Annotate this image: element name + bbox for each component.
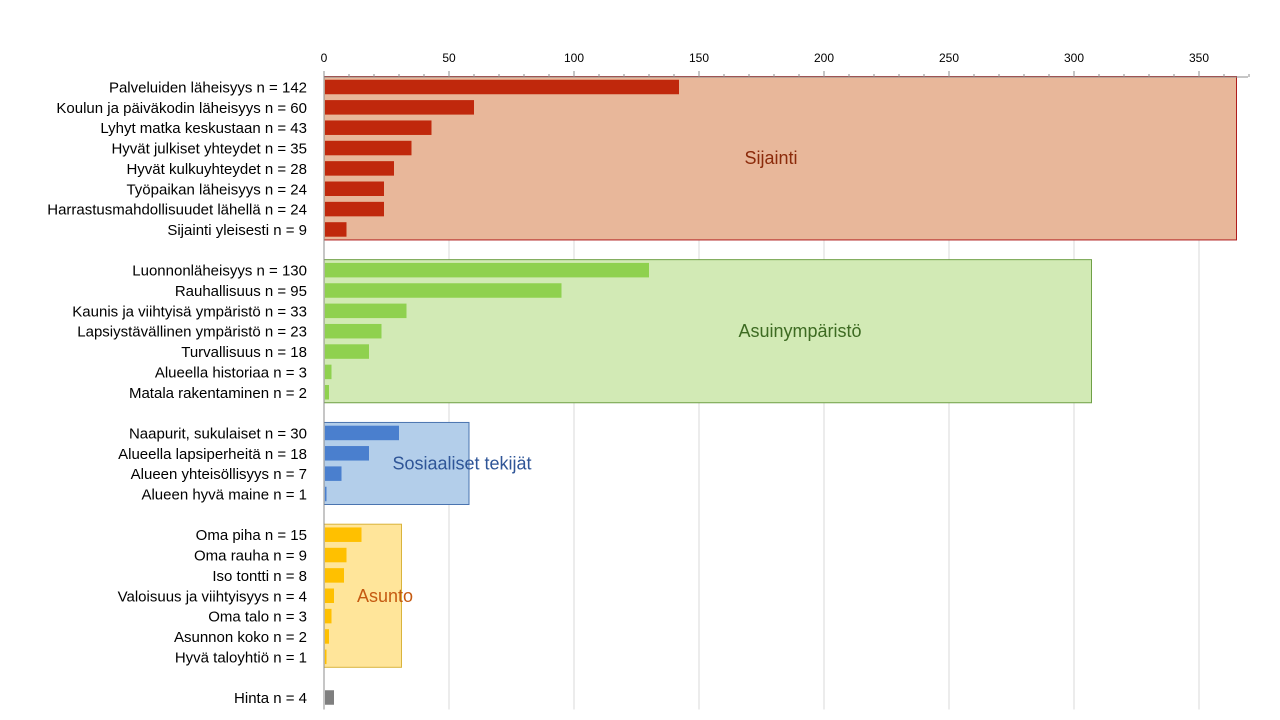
- tick-label-300: 300: [1064, 51, 1084, 65]
- category-label-3-6: Hyvä taloyhtiö n = 1: [175, 649, 307, 666]
- x-axis: 0 50 100 150 200 250 300 350: [321, 51, 1250, 710]
- bar-3-6: [325, 649, 327, 665]
- bar-1-3: [325, 323, 382, 339]
- bar-0-4: [325, 161, 394, 176]
- bar-4-0: [325, 690, 334, 705]
- bar-1-2: [325, 303, 407, 319]
- bar-0-0: [325, 79, 679, 95]
- tick-label-250: 250: [939, 51, 959, 65]
- bar-0-2: [325, 120, 432, 135]
- category-label-2-3: Alueen hyvä maine n = 1: [141, 487, 307, 504]
- bar-0-6: [325, 201, 384, 217]
- category-label-4-0: Hinta n = 4: [234, 690, 307, 707]
- category-label-0-4: Hyvät kulkuyhteydet n = 28: [126, 161, 307, 178]
- bar-3-0: [325, 527, 362, 542]
- category-label-0-6: Harrastusmahdollisuudet lähellä n = 24: [47, 202, 307, 219]
- tick-label-100: 100: [564, 51, 584, 65]
- category-label-0-2: Lyhyt matka keskustaan n = 43: [100, 120, 307, 137]
- bar-1-4: [325, 344, 369, 359]
- bar-2-0: [325, 425, 399, 441]
- bar-1-6: [325, 385, 329, 400]
- category-label-1-2: Kaunis ja viihtyisä ympäristö n = 33: [72, 303, 307, 320]
- category-label-3-4: Oma talo n = 3: [208, 609, 307, 626]
- bar-2-3: [325, 486, 327, 502]
- category-label-2-0: Naapurit, sukulaiset n = 30: [129, 425, 307, 442]
- category-label-3-5: Asunnon koko n = 2: [174, 629, 307, 646]
- category-label-2-1: Alueella lapsiperheitä n = 18: [118, 446, 307, 463]
- category-label-1-1: Rauhallisuus n = 95: [175, 283, 307, 300]
- group-label-3: Asunto: [357, 586, 413, 606]
- bar-1-1: [325, 283, 562, 298]
- tick-label-0: 0: [321, 51, 328, 65]
- group-box-1: [323, 259, 1092, 404]
- bar-0-5: [325, 181, 384, 196]
- group-label-1: Asuinympäristö: [738, 321, 861, 341]
- bar-0-7: [325, 222, 347, 237]
- category-labels: Palveluiden läheisyys n = 142 Koulun ja p…: [47, 80, 307, 708]
- category-label-0-1: Koulun ja päiväkodin läheisyys n = 60: [56, 100, 307, 117]
- category-label-1-5: Alueella historiaa n = 3: [155, 364, 307, 381]
- group-label-2: Sosiaaliset tekijät: [392, 453, 531, 473]
- category-label-1-3: Lapsiystävällinen ympäristö n = 23: [77, 324, 307, 341]
- group-box-0: [323, 76, 1237, 241]
- group-labels: Sijainti Asuinympäristö Sosiaaliset tekijä…: [357, 148, 862, 606]
- bar-1-0: [325, 262, 649, 278]
- group-boxes: [323, 76, 1237, 668]
- tick-label-150: 150: [689, 51, 709, 65]
- bar-0-3: [325, 140, 412, 156]
- category-label-3-2: Iso tontti n = 8: [212, 568, 307, 585]
- bar-0-1: [325, 100, 474, 115]
- category-label-2-2: Alueen yhteisöllisyys n = 7: [131, 466, 307, 483]
- category-label-1-6: Matala rakentaminen n = 2: [129, 385, 307, 402]
- bar-3-1: [325, 547, 347, 563]
- category-label-3-0: Oma piha n = 15: [196, 527, 307, 544]
- bar-1-5: [325, 364, 332, 380]
- category-label-0-5: Työpaikan läheisyys n = 24: [126, 181, 307, 198]
- category-label-0-7: Sijainti yleisesti n = 9: [167, 222, 307, 239]
- tick-label-50: 50: [442, 51, 456, 65]
- category-label-0-3: Hyvät julkiset yhteydet n = 35: [111, 141, 307, 158]
- bar-2-2: [325, 466, 342, 481]
- category-label-1-4: Turvallisuus n = 18: [181, 344, 307, 361]
- group-label-0: Sijainti: [744, 148, 797, 168]
- bar-3-2: [325, 568, 344, 583]
- bar-3-4: [325, 608, 332, 624]
- bars: [325, 79, 679, 705]
- category-label-3-3: Valoisuus ja viihtyisyys n = 4: [118, 588, 307, 605]
- bar-2-1: [325, 446, 369, 461]
- tick-label-200: 200: [814, 51, 834, 65]
- category-label-1-0: Luonnonläheisyys n = 130: [132, 263, 307, 280]
- category-label-3-1: Oma rauha n = 9: [194, 548, 307, 565]
- tick-label-350: 350: [1189, 51, 1209, 65]
- bar-3-3: [325, 588, 334, 603]
- bar-3-5: [325, 629, 329, 644]
- category-label-0-0: Palveluiden läheisyys n = 142: [109, 80, 307, 97]
